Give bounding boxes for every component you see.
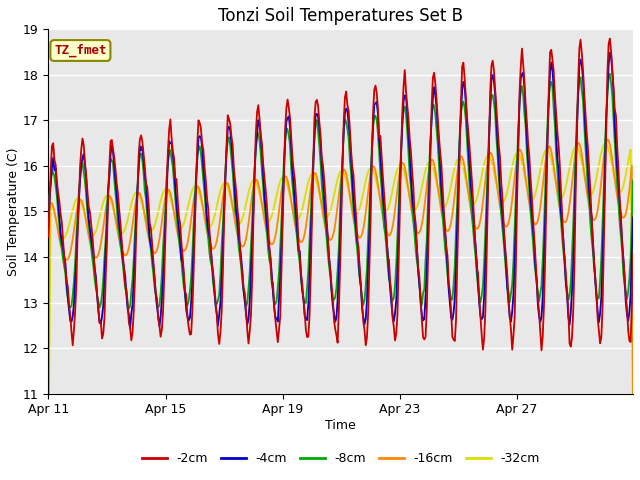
-2cm — [44, 234, 52, 240]
-16cm — [575, 141, 583, 146]
-32cm — [575, 149, 583, 155]
-8cm — [125, 306, 132, 312]
-4cm — [292, 213, 300, 219]
-32cm — [227, 194, 234, 200]
-8cm — [476, 294, 483, 300]
-2cm — [577, 37, 584, 43]
Legend: -2cm, -4cm, -8cm, -16cm, -32cm: -2cm, -4cm, -8cm, -16cm, -32cm — [136, 447, 545, 470]
-4cm — [606, 50, 614, 56]
-16cm — [44, 433, 52, 439]
-2cm — [629, 251, 637, 257]
-2cm — [474, 271, 482, 276]
X-axis label: Time: Time — [325, 419, 356, 432]
-4cm — [476, 300, 483, 306]
-16cm — [227, 190, 234, 195]
Y-axis label: Soil Temperature (C): Soil Temperature (C) — [7, 147, 20, 276]
Line: -16cm: -16cm — [48, 140, 633, 436]
-8cm — [44, 215, 52, 221]
-8cm — [577, 74, 584, 80]
-2cm — [227, 121, 234, 127]
-32cm — [400, 167, 408, 173]
-8cm — [606, 71, 614, 77]
-8cm — [401, 104, 408, 109]
Line: -32cm: -32cm — [48, 144, 633, 478]
Line: -4cm: -4cm — [48, 53, 633, 328]
-2cm — [372, 83, 380, 88]
-16cm — [629, 402, 637, 408]
-4cm — [126, 325, 134, 331]
-4cm — [373, 99, 381, 105]
-32cm — [474, 191, 482, 197]
-8cm — [228, 156, 236, 162]
-32cm — [372, 174, 380, 180]
-2cm — [400, 83, 408, 89]
-16cm — [372, 168, 380, 173]
Text: TZ_fmet: TZ_fmet — [54, 44, 107, 57]
-16cm — [400, 161, 408, 167]
-16cm — [291, 221, 299, 227]
-4cm — [629, 215, 637, 220]
Line: -8cm: -8cm — [48, 74, 633, 309]
-4cm — [401, 93, 408, 98]
-32cm — [291, 213, 299, 218]
Line: -2cm: -2cm — [48, 38, 633, 350]
-32cm — [601, 141, 609, 146]
-2cm — [538, 348, 545, 353]
-8cm — [629, 178, 637, 183]
-8cm — [373, 118, 381, 123]
-4cm — [228, 141, 236, 146]
-32cm — [44, 475, 52, 480]
-8cm — [292, 226, 300, 232]
-16cm — [604, 137, 611, 143]
-2cm — [606, 36, 614, 41]
-32cm — [629, 441, 637, 447]
Title: Tonzi Soil Temperatures Set B: Tonzi Soil Temperatures Set B — [218, 7, 463, 25]
-2cm — [291, 177, 299, 183]
-16cm — [474, 225, 482, 231]
-4cm — [577, 57, 584, 62]
-4cm — [44, 225, 52, 230]
